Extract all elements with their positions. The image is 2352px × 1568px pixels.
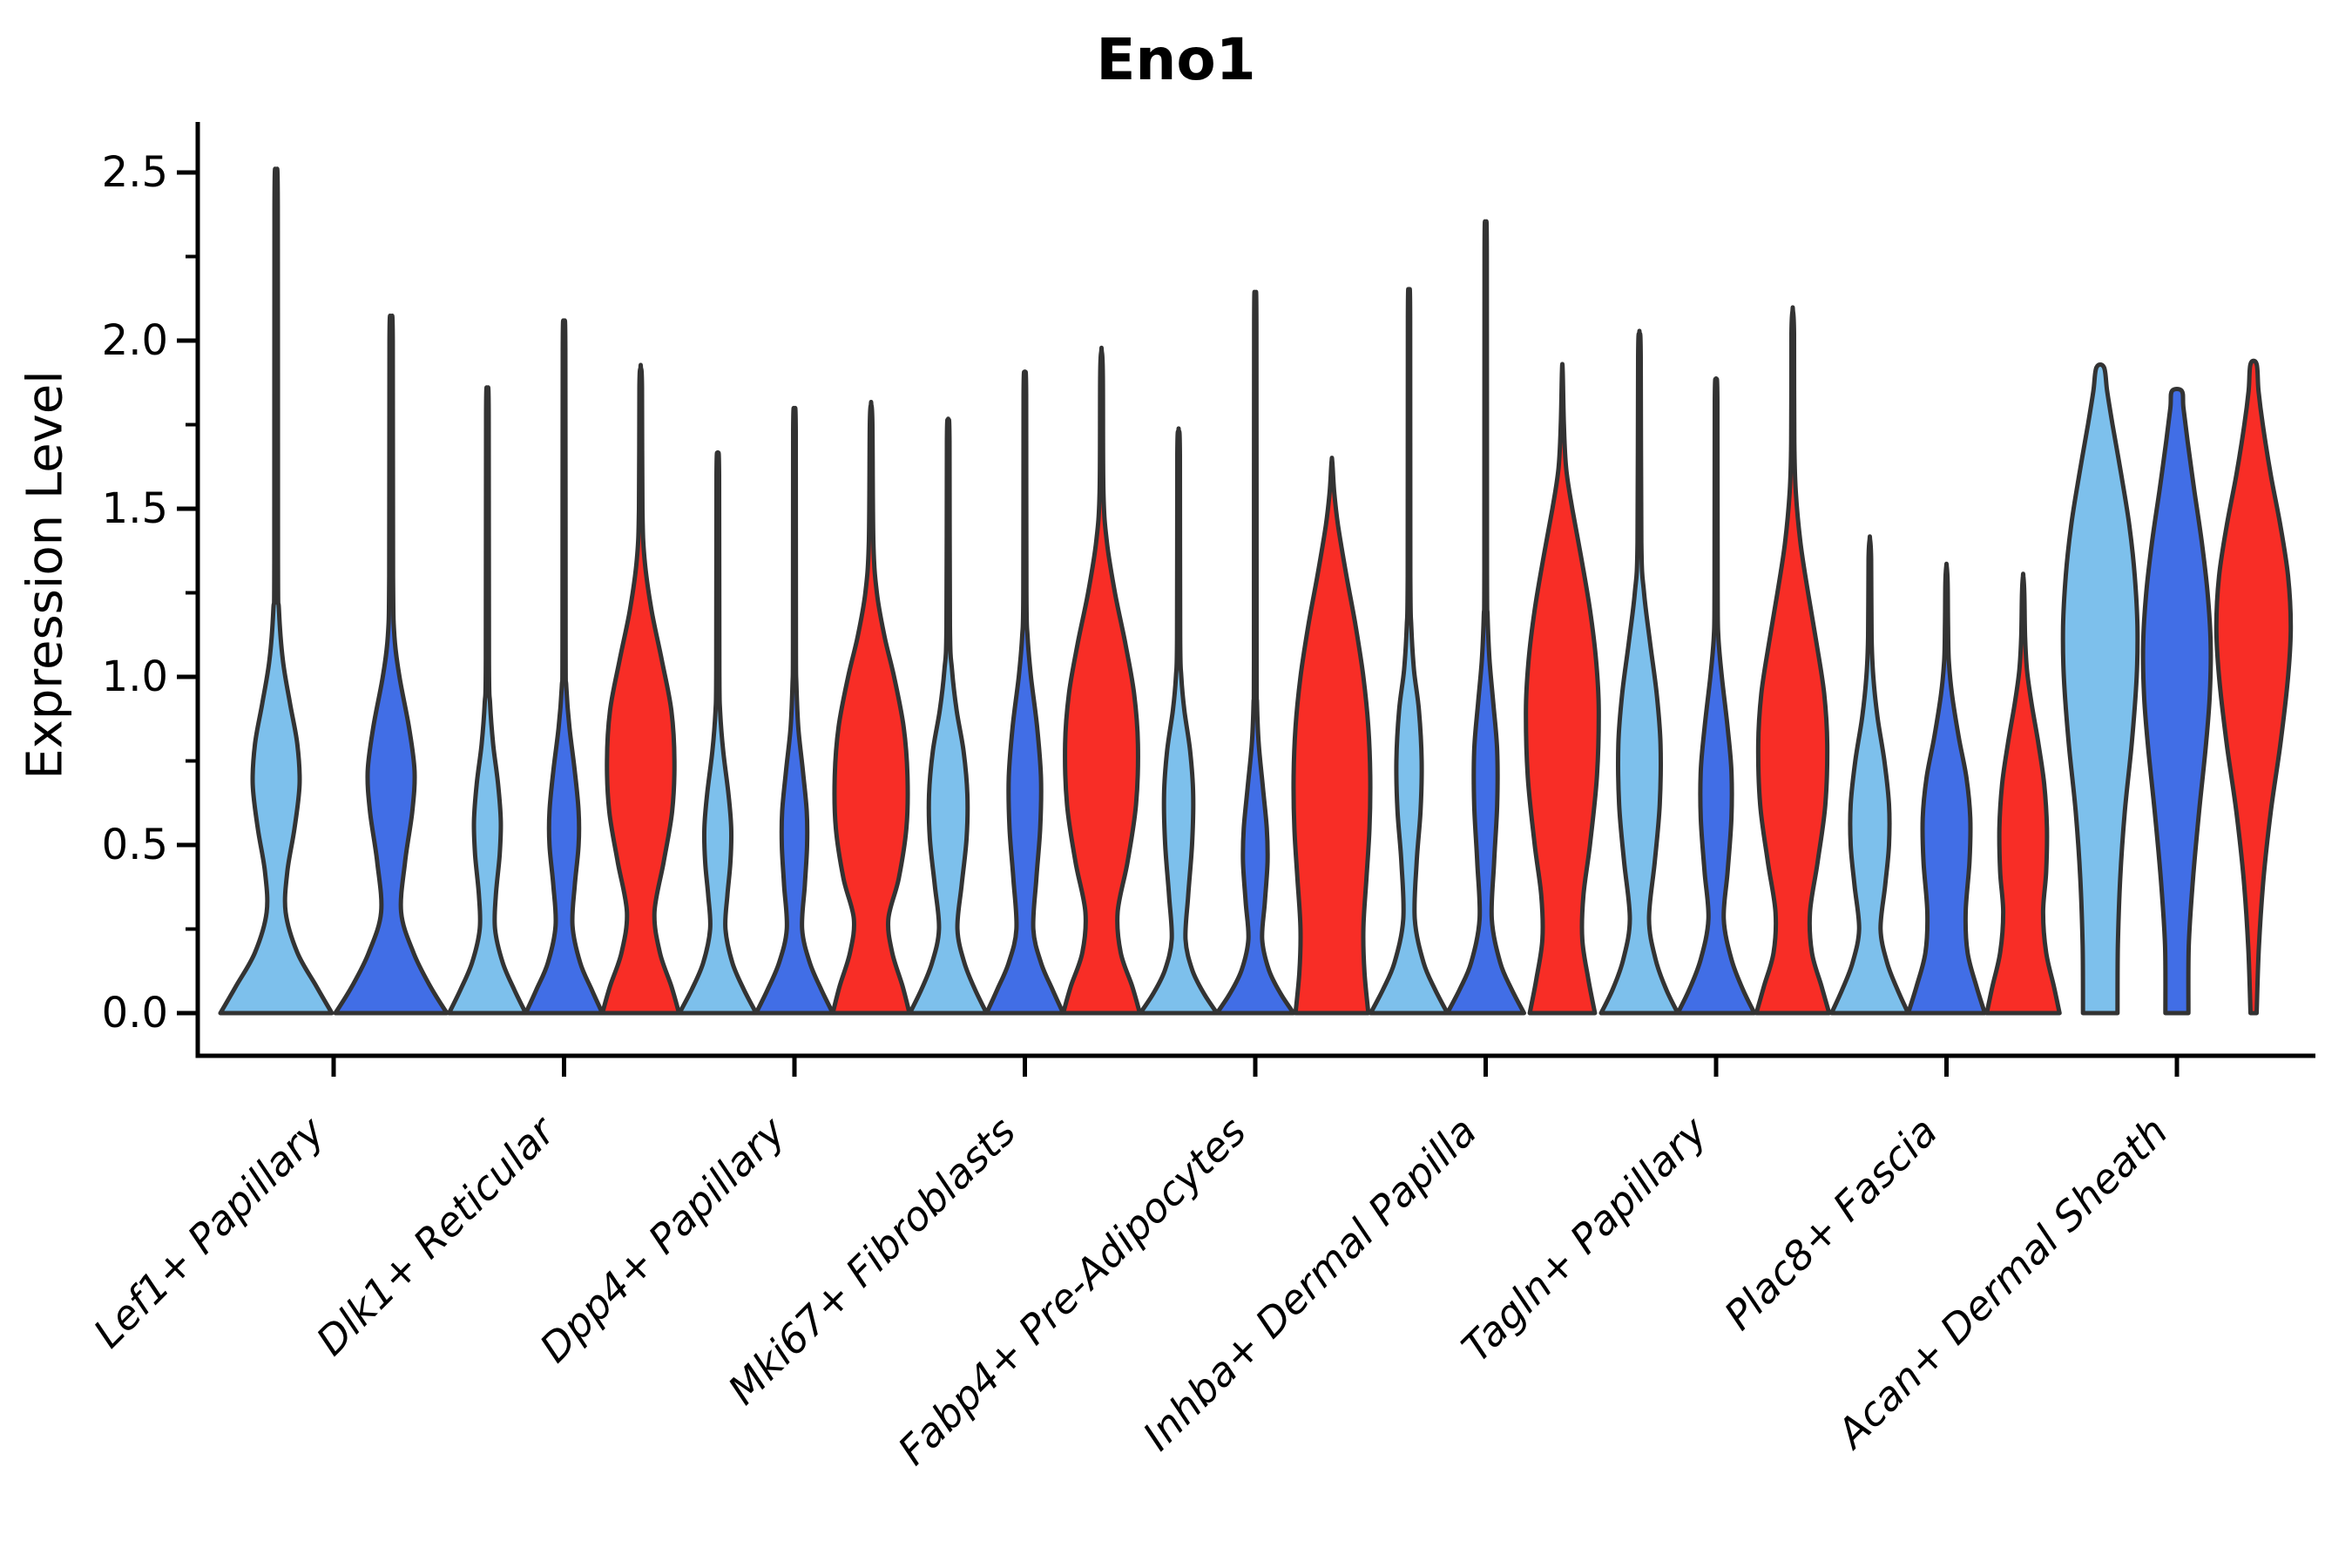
violin-plac8-fascia-red — [1984, 571, 2062, 1016]
violin-dpp4-papillary-skyblue — [677, 449, 759, 1016]
y-axis-title: Expression Level — [17, 370, 74, 780]
violin-plac8-fascia-skyblue — [1829, 534, 1910, 1016]
axis-frame — [195, 122, 2315, 1058]
violin-inhba-dermal-papilla-red — [1524, 362, 1601, 1016]
violin-fabp4-pre-adipocytes-skyblue — [1138, 426, 1220, 1016]
violin-inhba-dermal-papilla-royalblue — [1445, 219, 1526, 1016]
x-category-label: Dpp4+ Papillary — [531, 1107, 794, 1371]
violin-plac8-fascia-royalblue — [1906, 561, 1987, 1016]
violin-tagln-papillary-royalblue — [1675, 375, 1757, 1016]
violin-fabp4-pre-adipocytes-red — [1291, 456, 1373, 1016]
violin-dlk1-reticular-royalblue — [524, 318, 605, 1016]
violin-acan-dermal-sheath-royalblue — [2140, 387, 2213, 1016]
y-tick-label: 2.5 — [102, 148, 168, 197]
violin-tagln-papillary-skyblue — [1598, 328, 1680, 1016]
violin-tagln-papillary-red — [1754, 305, 1832, 1016]
y-tick-label: 1.0 — [102, 652, 168, 701]
x-category-label: Tagln+ Papillary — [1452, 1107, 1716, 1371]
violin-acan-dermal-sheath-red — [2213, 358, 2294, 1016]
violin-mki67-fibroblasts-royalblue — [984, 369, 1065, 1016]
plot-title: Eno1 — [1096, 26, 1256, 93]
y-tick-label: 1.5 — [102, 484, 168, 533]
violin-fabp4-pre-adipocytes-royalblue — [1214, 289, 1296, 1016]
y-tick-label: 0.5 — [102, 821, 168, 869]
violin-mki67-fibroblasts-red — [1061, 345, 1142, 1016]
x-category-label: Dlk1+ Reticular — [308, 1105, 566, 1364]
violin-dpp4-papillary-red — [830, 399, 912, 1016]
y-tick-label: 0.0 — [102, 989, 168, 1037]
x-category-label: Lef1+ Papillary — [84, 1107, 334, 1356]
violin-lef1-papillary-skyblue — [218, 166, 335, 1016]
x-category-label: Plac8+ Fascia — [1715, 1108, 1946, 1339]
violin-dlk1-reticular-red — [600, 362, 681, 1016]
violin-lef1-papillary-royalblue — [333, 314, 449, 1016]
violin-dlk1-reticular-skyblue — [447, 385, 528, 1016]
violin-inhba-dermal-papilla-skyblue — [1369, 287, 1450, 1016]
violin-acan-dermal-sheath-skyblue — [2060, 362, 2140, 1016]
y-tick-label: 2.0 — [102, 316, 168, 365]
violin-mki67-fibroblasts-skyblue — [908, 416, 989, 1016]
violin-dpp4-papillary-royalblue — [754, 406, 835, 1016]
